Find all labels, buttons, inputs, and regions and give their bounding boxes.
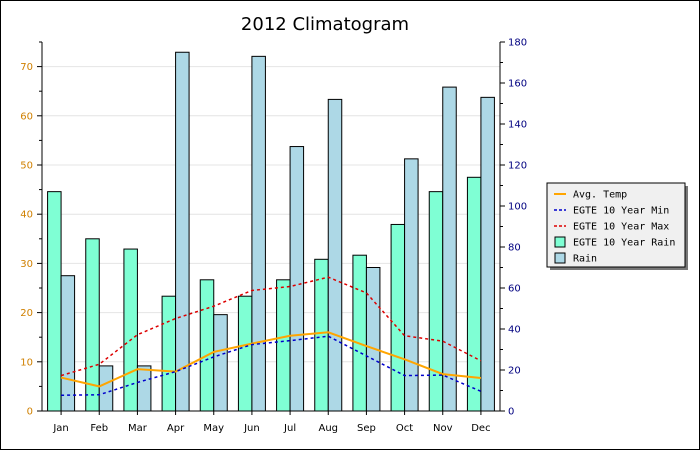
bar-rain-dec <box>480 96 495 412</box>
left-tick-label-20: 20 <box>20 308 33 319</box>
line-avg-temp <box>60 331 482 388</box>
bar-rain-mar <box>136 365 152 412</box>
x-tick-label-oct: Oct <box>396 423 413 434</box>
bar-rain-feb <box>98 365 114 412</box>
bar-rain-aug <box>327 98 343 412</box>
left-tick-label-60: 60 <box>20 111 33 122</box>
bar-egte-10-year-rain-aug <box>314 258 329 412</box>
bar-series <box>47 51 495 412</box>
line-series <box>60 276 482 397</box>
line-egte-10-year-max <box>60 276 482 377</box>
legend-label-egte-10-year-rain: EGTE 10 Year Rain <box>573 238 675 249</box>
bar-egte-10-year-rain-oct <box>390 223 406 412</box>
legend-box <box>546 182 686 268</box>
bar-egte-10-year-rain-may <box>199 279 215 412</box>
bar-egte-10-year-rain-sep <box>352 254 367 412</box>
bar-rain-apr <box>175 51 190 412</box>
line-egte-10-year-min <box>61 335 482 397</box>
right-tick-label-40: 40 <box>508 325 521 336</box>
right-tick-label-60: 60 <box>508 284 521 295</box>
right-tick-label-100: 100 <box>508 202 527 213</box>
bar-egte-10-year-rain-apr <box>161 295 177 412</box>
left-tick-label-30: 30 <box>20 259 33 270</box>
chart-title: 2012 Climatogram <box>241 14 409 35</box>
bar-egte-10-year-rain-jan <box>47 191 62 412</box>
x-tick-label-mar: Mar <box>128 423 148 434</box>
bar-rain-sep <box>365 267 381 412</box>
right-tick-label-0: 0 <box>508 407 514 418</box>
x-tick-label-nov: Nov <box>433 423 453 434</box>
bar-egte-10-year-rain-jul <box>276 279 291 412</box>
legend-label-avg-temp: Avg. Temp <box>573 190 627 201</box>
x-tick-label-apr: Apr <box>167 423 185 434</box>
x-tick-label-jun: Jun <box>243 423 260 434</box>
x-tick-label-jan: Jan <box>52 423 68 434</box>
right-tick-label-80: 80 <box>508 243 521 254</box>
x-tick-label-may: May <box>203 423 224 434</box>
bar-rain-jan <box>60 275 76 412</box>
x-tick-label-sep: Sep <box>357 423 376 434</box>
axes: 0 10 20 30 40 50 60 70 0 20 40 60 80 100 120 140 160 180 J… <box>20 38 527 435</box>
legend-swatch-egte-10-year-rain <box>554 236 566 248</box>
legend-label-rain: Rain <box>573 254 597 265</box>
right-tick-label-120: 120 <box>508 161 527 172</box>
bar-egte-10-year-rain-nov <box>428 191 444 412</box>
bar-egte-10-year-rain-jun <box>237 295 253 412</box>
bar-rain-nov <box>442 86 457 412</box>
grid-lines <box>42 66 500 363</box>
right-tick-label-140: 140 <box>508 120 527 131</box>
legend: Avg. Temp EGTE 10 Year Min EGTE 10 Year Ma… <box>546 182 688 270</box>
right-tick-label-180: 180 <box>508 38 527 49</box>
legend-label-egte-10-year-max: EGTE 10 Year Max <box>573 222 669 233</box>
x-tick-label-jul: Jul <box>283 423 296 434</box>
bar-rain-oct <box>404 158 419 412</box>
legend-swatch-rain <box>554 252 566 264</box>
x-tick-label-dec: Dec <box>471 423 490 434</box>
bar-rain-jun <box>251 55 266 412</box>
x-tick-label-feb: Feb <box>90 423 108 434</box>
left-tick-label-0: 0 <box>27 407 33 418</box>
left-tick-label-50: 50 <box>20 161 33 172</box>
legend-label-egte-10-year-min: EGTE 10 Year Min <box>573 206 669 217</box>
bar-rain-may <box>213 314 228 412</box>
right-tick-label-20: 20 <box>508 366 521 377</box>
left-tick-label-70: 70 <box>20 62 33 73</box>
right-tick-label-160: 160 <box>508 79 527 90</box>
left-tick-label-10: 10 <box>20 357 33 368</box>
x-tick-label-aug: Aug <box>318 423 338 434</box>
bar-rain-jul <box>289 146 305 412</box>
left-tick-label-40: 40 <box>20 210 33 221</box>
